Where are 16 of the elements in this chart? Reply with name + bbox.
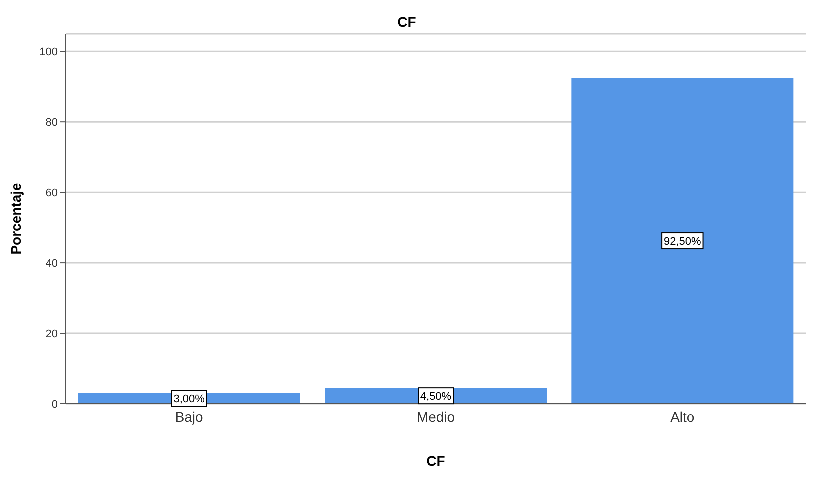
y-tick-label: 80 <box>46 117 58 129</box>
y-tick-label: 40 <box>46 258 58 270</box>
x-tick-label: Medio <box>416 408 456 425</box>
y-tick-label: 100 <box>40 46 58 59</box>
bar <box>572 78 794 404</box>
data-label: 4,50% <box>420 391 452 404</box>
chart-title: CF <box>396 14 418 30</box>
y-tick-label: 0 <box>52 398 58 411</box>
y-tick-label: 20 <box>46 328 58 340</box>
y-axis-title: Porcentaje <box>8 182 24 255</box>
data-label: 3,00% <box>174 394 206 406</box>
x-tick-label: Bajo <box>175 408 204 425</box>
data-label: 92,50% <box>664 236 702 248</box>
x-axis-title: CF <box>426 453 446 469</box>
x-tick-label: Alto <box>670 408 695 425</box>
y-tick-label: 60 <box>46 187 58 200</box>
